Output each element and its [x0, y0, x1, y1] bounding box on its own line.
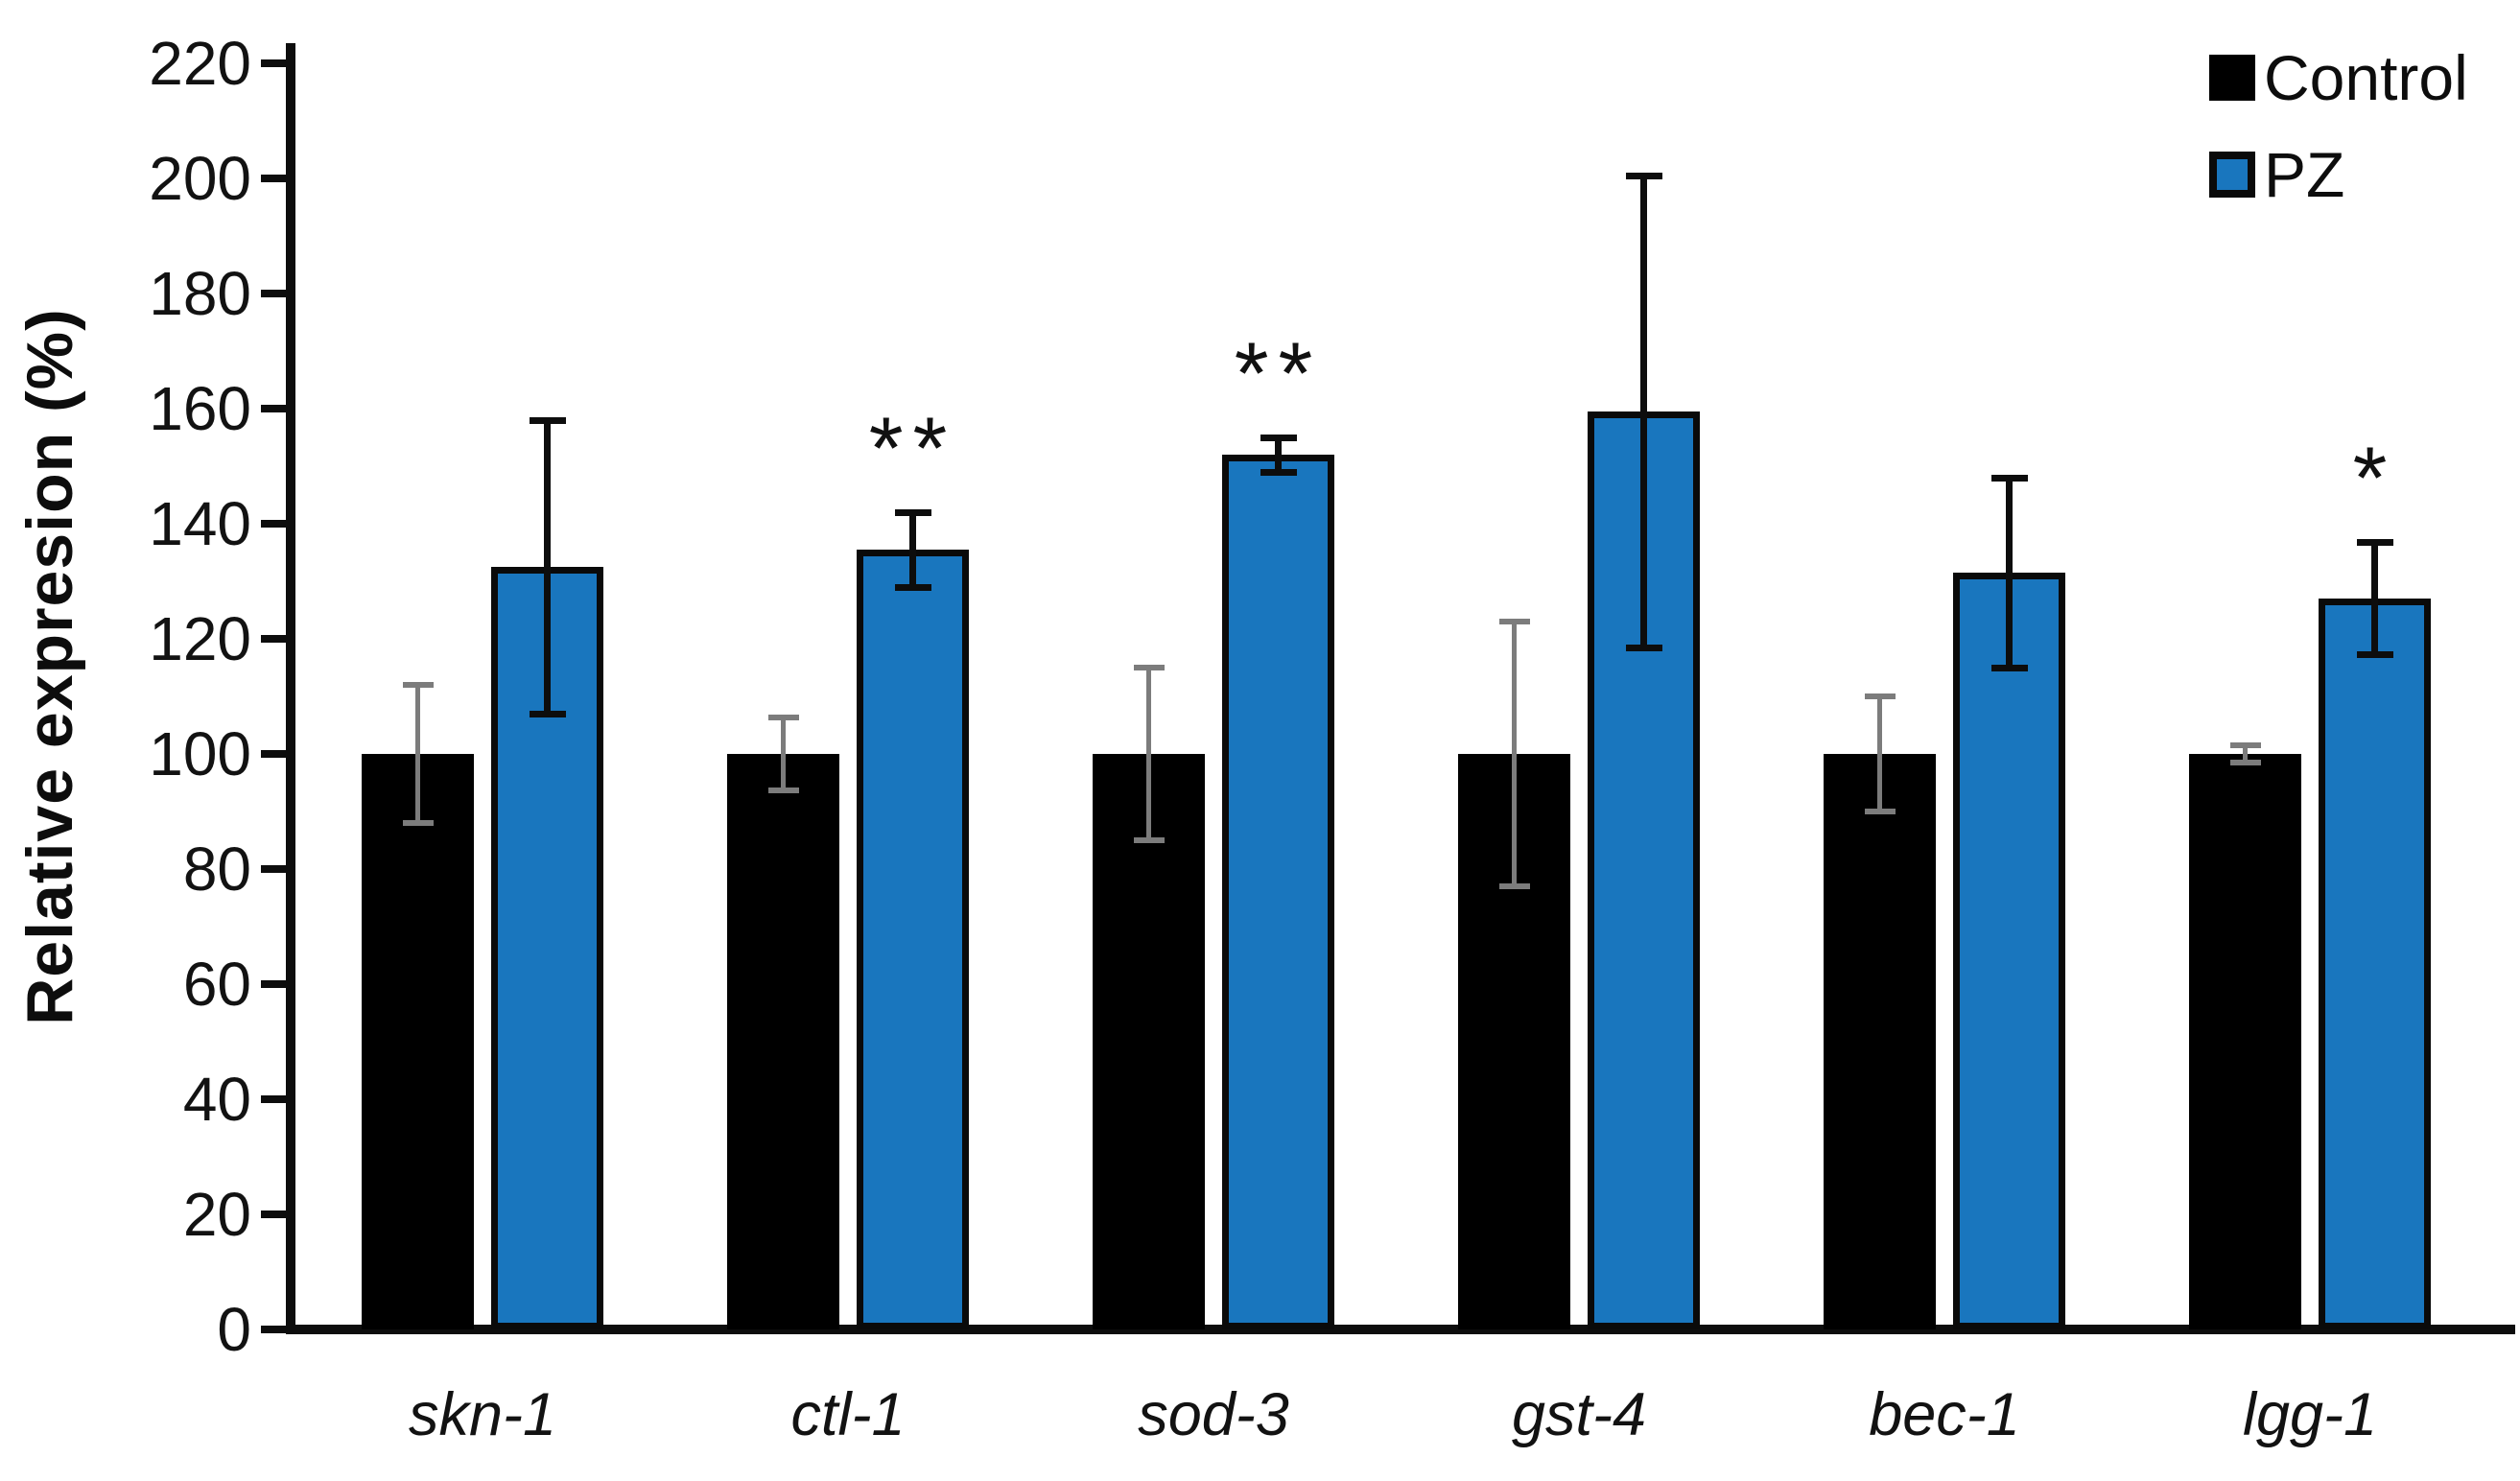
error-cap-top-pz-sod-3 — [1260, 434, 1297, 441]
bar-control-sod-3 — [1093, 754, 1205, 1329]
error-bar-pz-bec-1 — [2006, 478, 2013, 668]
legend-label-pz: PZ — [2264, 139, 2345, 210]
bar-pz-ctl-1 — [857, 550, 969, 1329]
error-bar-control-bec-1 — [1877, 696, 1882, 811]
error-cap-bottom-control-gst-4 — [1498, 883, 1530, 889]
bar-control-skn-1 — [362, 754, 474, 1329]
y-tick-label-220: 220 — [149, 29, 251, 98]
x-label-skn-1: skn-1 — [408, 1381, 557, 1448]
y-tick-label-0: 0 — [217, 1295, 251, 1364]
y-tick-120 — [261, 635, 290, 643]
y-tick-80 — [261, 865, 290, 873]
legend-label-control: Control — [2264, 42, 2468, 113]
error-cap-top-pz-lgg-1 — [2356, 538, 2393, 546]
error-cap-top-control-skn-1 — [402, 682, 434, 688]
legend-swatch-control — [2209, 55, 2255, 101]
significance-marker-lgg-1: * — [2352, 430, 2397, 529]
y-tick-220 — [261, 59, 290, 67]
error-bar-control-skn-1 — [415, 685, 420, 823]
error-cap-top-pz-skn-1 — [529, 416, 566, 424]
y-tick-180 — [261, 290, 290, 297]
error-cap-bottom-pz-ctl-1 — [894, 583, 931, 591]
error-bar-pz-sod-3 — [1275, 437, 1282, 472]
y-tick-160 — [261, 405, 290, 412]
x-label-gst-4: gst-4 — [1511, 1381, 1647, 1448]
error-cap-top-pz-ctl-1 — [894, 508, 931, 516]
y-tick-label-40: 40 — [182, 1065, 251, 1134]
error-cap-top-control-sod-3 — [1133, 665, 1165, 670]
bar-pz-sod-3 — [1222, 455, 1334, 1329]
x-axis-line — [286, 1325, 2515, 1334]
y-tick-140 — [261, 520, 290, 528]
x-label-ctl-1: ctl-1 — [790, 1381, 906, 1448]
error-cap-bottom-control-sod-3 — [1133, 837, 1165, 843]
error-cap-bottom-pz-bec-1 — [1990, 664, 2028, 671]
y-tick-200 — [261, 175, 290, 182]
error-cap-top-pz-gst-4 — [1625, 172, 1662, 179]
error-cap-bottom-pz-sod-3 — [1260, 468, 1297, 476]
legend-swatch-pz — [2209, 152, 2255, 198]
y-axis-line — [286, 43, 295, 1334]
error-cap-bottom-control-skn-1 — [402, 820, 434, 826]
significance-marker-ctl-1: ** — [868, 400, 957, 498]
bar-pz-lgg-1 — [2319, 599, 2431, 1329]
error-bar-pz-lgg-1 — [2371, 542, 2378, 655]
bar-control-bec-1 — [1824, 754, 1936, 1329]
error-bar-pz-gst-4 — [1640, 176, 1647, 647]
y-tick-60 — [261, 980, 290, 988]
error-cap-bottom-control-lgg-1 — [2229, 760, 2261, 765]
error-bar-control-ctl-1 — [781, 717, 786, 790]
error-cap-bottom-control-bec-1 — [1864, 809, 1896, 814]
error-cap-top-control-bec-1 — [1864, 693, 1896, 699]
y-tick-0 — [261, 1326, 290, 1333]
y-tick-label-60: 60 — [182, 950, 251, 1019]
error-cap-top-pz-bec-1 — [1990, 474, 2028, 482]
x-label-sod-3: sod-3 — [1138, 1381, 1289, 1448]
y-tick-label-20: 20 — [182, 1180, 251, 1249]
x-label-bec-1: bec-1 — [1869, 1381, 2020, 1448]
error-bar-control-gst-4 — [1512, 622, 1517, 886]
error-cap-bottom-pz-gst-4 — [1625, 644, 1662, 651]
error-cap-bottom-pz-lgg-1 — [2356, 651, 2393, 659]
error-cap-top-control-ctl-1 — [767, 715, 799, 721]
error-bar-control-sod-3 — [1146, 668, 1151, 840]
y-tick-label-80: 80 — [182, 835, 251, 904]
y-tick-40 — [261, 1095, 290, 1103]
error-bar-pz-skn-1 — [544, 420, 551, 714]
error-bar-control-lgg-1 — [2243, 745, 2248, 763]
y-tick-label-180: 180 — [149, 259, 251, 328]
y-tick-label-140: 140 — [149, 489, 251, 558]
bar-control-ctl-1 — [727, 754, 839, 1329]
x-label-lgg-1: lgg-1 — [2242, 1381, 2378, 1448]
error-bar-pz-ctl-1 — [909, 512, 916, 587]
error-cap-bottom-pz-skn-1 — [529, 710, 566, 717]
y-tick-label-200: 200 — [149, 144, 251, 213]
y-tick-label-100: 100 — [149, 719, 251, 788]
y-tick-label-120: 120 — [149, 604, 251, 673]
error-cap-top-control-lgg-1 — [2229, 742, 2261, 748]
y-tick-label-160: 160 — [149, 374, 251, 443]
y-tick-100 — [261, 750, 290, 758]
error-cap-top-control-gst-4 — [1498, 619, 1530, 624]
bar-control-lgg-1 — [2189, 754, 2301, 1329]
significance-marker-sod-3: ** — [1234, 325, 1323, 423]
bar-pz-bec-1 — [1953, 573, 2065, 1329]
error-cap-bottom-control-ctl-1 — [767, 787, 799, 793]
y-tick-20 — [261, 1211, 290, 1218]
